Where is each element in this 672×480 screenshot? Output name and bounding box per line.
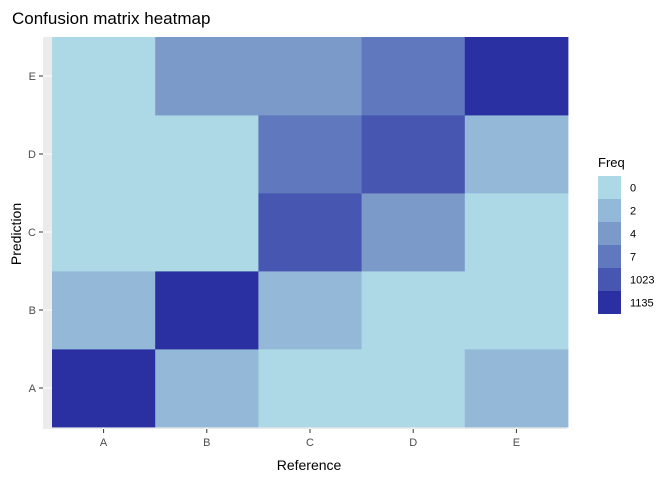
heatmap-cell-c-c <box>258 193 362 272</box>
heatmap-cell-c-d <box>361 193 466 272</box>
chart-title: Confusion matrix heatmap <box>12 9 210 28</box>
heatmap-cell-b-c <box>258 271 362 350</box>
heatmap-cell-d-e <box>464 115 569 194</box>
heatmap-cell-e-d <box>361 37 466 116</box>
heatmap-cell-e-b <box>155 37 259 116</box>
heatmap-cell-d-a <box>52 115 156 194</box>
legend-key-swatch <box>598 245 621 268</box>
heatmap-cell-c-a <box>52 193 156 272</box>
y-tick-label: B <box>29 305 36 317</box>
heatmap-cell-b-a <box>52 271 156 350</box>
x-axis-title: Reference <box>277 457 342 473</box>
x-tick-label: C <box>306 437 314 449</box>
y-tick-label: C <box>28 227 36 239</box>
legend-key-swatch <box>598 222 621 245</box>
heatmap-cell-c-e <box>464 193 569 272</box>
heatmap-cells <box>52 37 569 428</box>
y-axis: A B C D E <box>28 71 43 395</box>
y-tick-label: D <box>28 149 36 161</box>
x-tick-label: D <box>409 437 417 449</box>
legend-key-label: 7 <box>630 252 636 264</box>
x-tick-label: E <box>513 437 520 449</box>
legend-key-swatch <box>598 199 621 222</box>
heatmap-cell-e-c <box>258 37 362 116</box>
legend-key-label: 1023 <box>630 275 654 287</box>
heatmap-cell-c-b <box>155 193 259 272</box>
heatmap-cell-b-d <box>361 271 466 350</box>
heatmap-cell-a-c <box>258 349 362 428</box>
legend-keys: 0 2 4 7 1023 1135 <box>598 176 654 314</box>
legend: Freq 0 2 4 7 1023 1135 <box>598 155 654 314</box>
heatmap-cell-d-c <box>258 115 362 194</box>
y-tick-label: E <box>29 71 36 83</box>
heatmap-cell-e-e <box>464 37 569 116</box>
heatmap-cell-a-e <box>464 349 569 428</box>
legend-key-swatch <box>598 176 621 199</box>
heatmap-cell-a-b <box>155 349 259 428</box>
heatmap-cell-d-d <box>361 115 466 194</box>
y-axis-title: Prediction <box>8 203 24 265</box>
y-tick-label: A <box>29 383 37 395</box>
legend-title: Freq <box>598 155 625 170</box>
legend-key-label: 1135 <box>630 298 654 310</box>
heatmap-cell-a-a <box>52 349 156 428</box>
legend-key-label: 2 <box>630 206 636 218</box>
legend-key-swatch <box>598 291 621 314</box>
heatmap-cell-e-a <box>52 37 156 116</box>
x-axis: A B C D E <box>100 429 520 449</box>
legend-key-swatch <box>598 268 621 291</box>
x-tick-label: A <box>100 437 108 449</box>
heatmap-cell-b-e <box>464 271 569 350</box>
legend-key-label: 0 <box>630 183 636 195</box>
heatmap-cell-a-d <box>361 349 466 428</box>
legend-key-label: 4 <box>630 229 636 241</box>
heatmap-cell-d-b <box>155 115 259 194</box>
heatmap-cell-b-b <box>155 271 259 350</box>
x-tick-label: B <box>203 437 210 449</box>
